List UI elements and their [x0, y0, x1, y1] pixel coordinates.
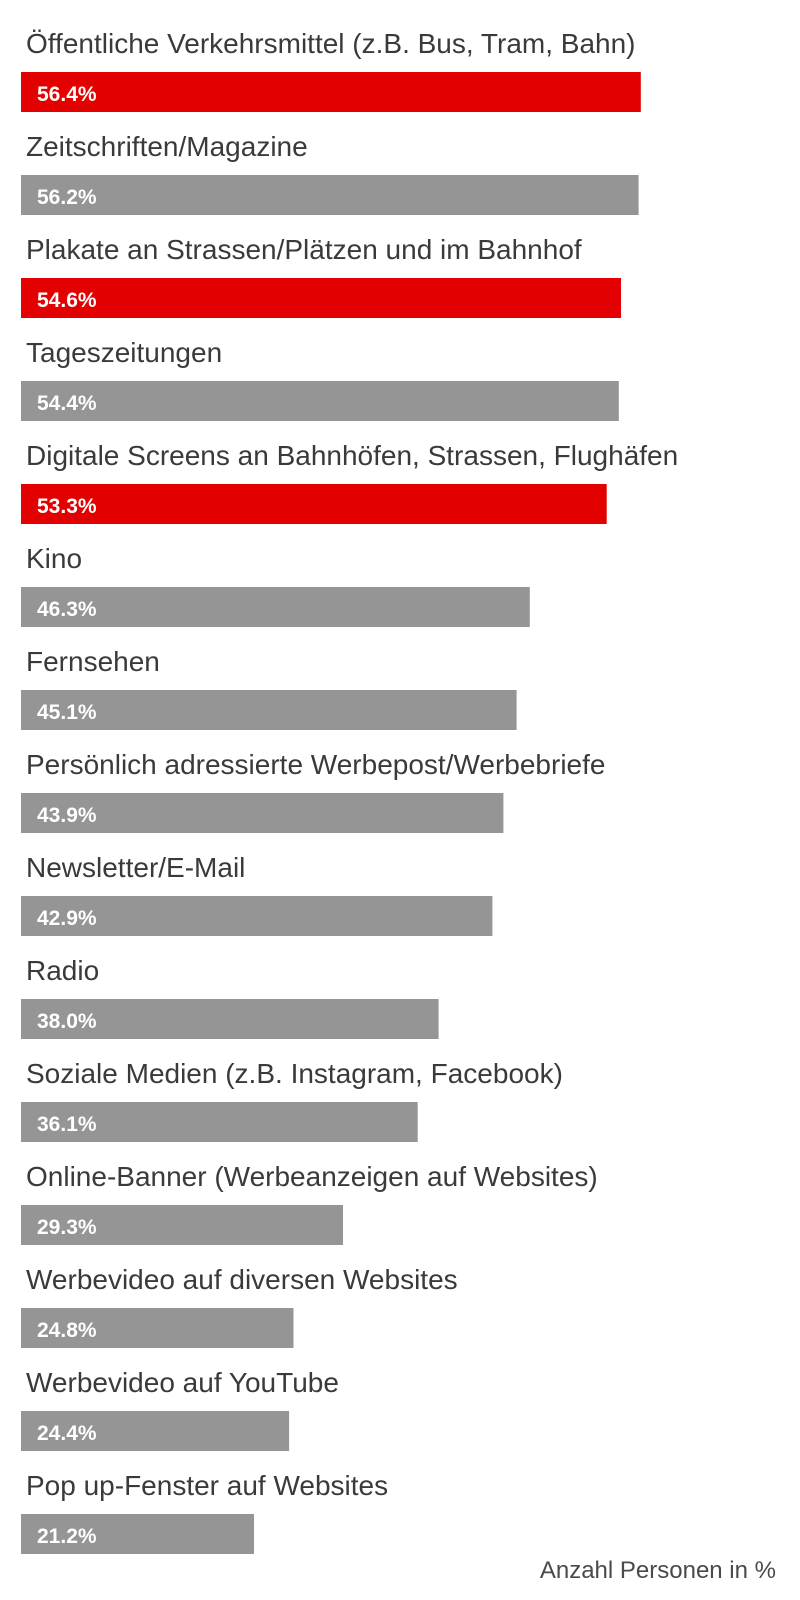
bar	[21, 72, 641, 112]
value-label: 24.8%	[37, 1319, 97, 1342]
bar	[21, 1205, 343, 1245]
category-label: Zeitschriften/Magazine	[26, 131, 308, 162]
value-label: 36.1%	[37, 1113, 97, 1136]
bar	[21, 793, 504, 833]
value-label: 46.3%	[37, 598, 97, 621]
bar	[21, 999, 439, 1039]
bar	[21, 1514, 254, 1554]
value-label: 45.1%	[37, 701, 97, 724]
bar	[21, 278, 621, 318]
value-label: 21.2%	[37, 1525, 97, 1548]
value-label: 38.0%	[37, 1010, 97, 1033]
value-label: 43.9%	[37, 804, 97, 827]
value-label: 56.4%	[37, 83, 97, 106]
category-label: Newsletter/E-Mail	[26, 852, 245, 883]
bar	[21, 1308, 294, 1348]
category-label: Kino	[26, 543, 82, 574]
value-label: 42.9%	[37, 907, 97, 930]
value-label: 53.3%	[37, 495, 97, 518]
bar	[21, 484, 607, 524]
value-label: 56.2%	[37, 186, 97, 209]
bar	[21, 587, 530, 627]
category-label: Pop up-Fenster auf Websites	[26, 1470, 388, 1501]
category-label: Tageszeitungen	[26, 337, 222, 368]
bar	[21, 381, 619, 421]
bar	[21, 690, 517, 730]
value-label: 54.6%	[37, 289, 97, 312]
value-label: 54.4%	[37, 392, 97, 415]
category-label: Soziale Medien (z.B. Instagram, Facebook…	[26, 1058, 563, 1089]
bar	[21, 1102, 418, 1142]
category-label: Werbevideo auf YouTube	[26, 1367, 339, 1398]
bar	[21, 175, 639, 215]
chart-note: Anzahl Personen in %	[540, 1557, 776, 1584]
bar	[21, 1411, 290, 1451]
bar	[21, 896, 493, 936]
category-label: Digitale Screens an Bahnhöfen, Strassen,…	[26, 440, 678, 471]
category-label: Werbevideo auf diversen Websites	[26, 1264, 458, 1295]
category-label: Radio	[26, 955, 99, 986]
value-label: 24.4%	[37, 1422, 97, 1445]
value-label: 29.3%	[37, 1216, 97, 1239]
category-label: Online-Banner (Werbeanzeigen auf Website…	[26, 1161, 598, 1192]
category-label: Öffentliche Verkehrsmittel (z.B. Bus, Tr…	[26, 28, 636, 59]
category-label: Fernsehen	[26, 646, 160, 677]
category-label: Plakate an Strassen/Plätzen und im Bahnh…	[26, 234, 582, 265]
category-label: Persönlich adressierte Werbepost/Werbebr…	[26, 749, 605, 780]
